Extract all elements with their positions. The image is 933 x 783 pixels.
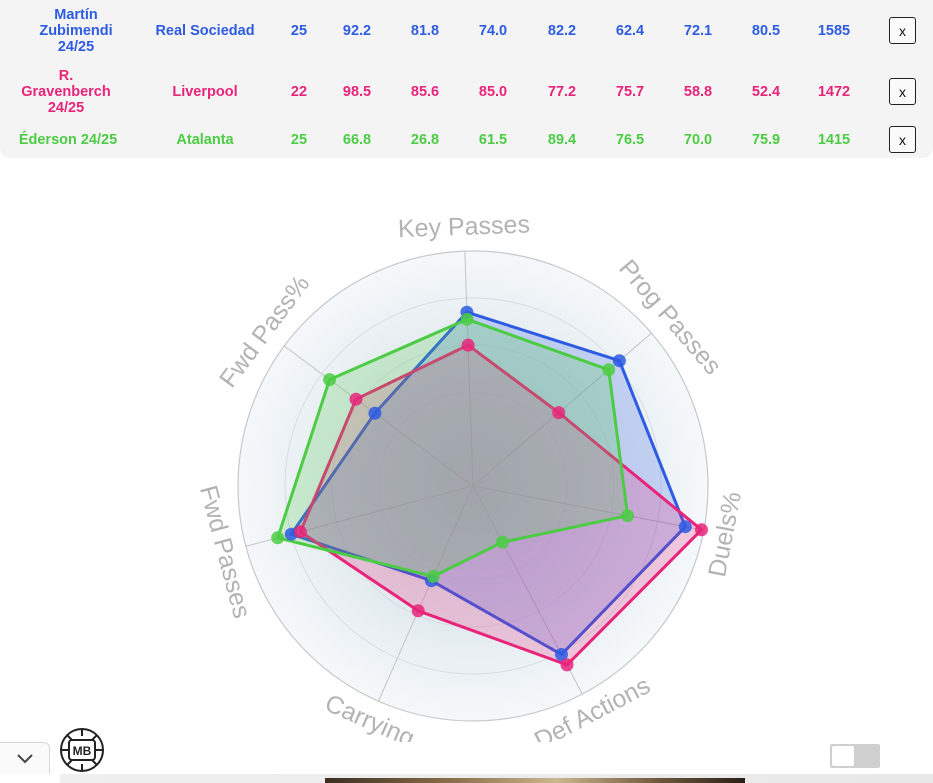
player-comparison-table: Martín Zubimendi 24/25 Real Sociedad 25 … [0, 0, 933, 158]
stat-7: 75.9 [751, 132, 781, 148]
player-total: 1415 [817, 132, 851, 148]
player-total: 1472 [817, 84, 851, 100]
stat-4: 89.4 [547, 132, 577, 148]
stat-7: 80.5 [751, 23, 781, 39]
player-team: Real Sociedad [155, 23, 255, 39]
collapse-toggle-button[interactable] [0, 742, 50, 774]
radar-point-s1-3[interactable] [678, 520, 692, 534]
player-name: Éderson 24/25 [18, 132, 118, 148]
footer-image-strip [60, 774, 933, 783]
radar-point-s3-5[interactable] [426, 569, 440, 583]
radar-series-3 [276, 317, 630, 578]
player-team: Liverpool [172, 84, 238, 100]
radar-point-s3-2[interactable] [602, 363, 616, 377]
stat-2: 26.8 [410, 132, 440, 148]
stat-2: 85.6 [410, 84, 440, 100]
remove-player-button[interactable]: x [889, 17, 916, 44]
radar-point-s2-7[interactable] [349, 392, 363, 406]
radar-point-s3-1[interactable] [460, 312, 474, 326]
radar-point-s1-4[interactable] [555, 648, 568, 661]
player-row-zubimendi: Martín Zubimendi 24/25 Real Sociedad 25 … [0, 4, 933, 58]
remove-player-button[interactable]: x [889, 78, 916, 105]
stat-3: 85.0 [478, 84, 508, 100]
footer-photo-strip [325, 778, 745, 783]
stat-5: 75.7 [615, 84, 645, 100]
radar-series-layer [276, 310, 703, 667]
logo-text: MB [73, 744, 92, 758]
player-name: R. Gravenberch 24/25 [21, 68, 111, 116]
radar-grid-ring [284, 297, 662, 675]
radar-point-s1-2[interactable] [612, 354, 626, 368]
mb-logo-icon: MB [60, 728, 104, 772]
radar-spoke [378, 485, 474, 702]
stat-6: 58.8 [683, 84, 713, 100]
theme-toggle-switch[interactable] [830, 744, 880, 768]
theme-toggle-knob [832, 746, 854, 766]
radar-point-s2-1[interactable] [461, 338, 475, 352]
stat-1: 66.8 [342, 132, 372, 148]
radar-point-s3-7[interactable] [323, 373, 337, 387]
radar-series-1 [289, 310, 687, 656]
player-total: 1585 [817, 23, 851, 39]
radar-series-2 [298, 343, 703, 667]
radar-grid-ring [378, 391, 568, 581]
radar-point-s1-7[interactable] [368, 406, 382, 420]
radar-point-s3-6[interactable] [271, 531, 285, 545]
player-age: 25 [290, 132, 308, 148]
stat-7: 52.4 [751, 84, 781, 100]
stat-5: 62.4 [615, 23, 645, 39]
bottom-bar: MB [0, 728, 933, 783]
radar-point-s3-3[interactable] [621, 509, 635, 523]
stat-6: 70.0 [683, 132, 713, 148]
radar-grid-ring [425, 438, 521, 534]
player-row-gravenberch: R. Gravenberch 24/25 Liverpool 22 98.5 8… [0, 65, 933, 119]
stat-5: 76.5 [615, 132, 645, 148]
stat-3: 74.0 [478, 23, 508, 39]
radar-spoke [472, 485, 704, 531]
stat-1: 98.5 [342, 84, 372, 100]
player-name: Martín Zubimendi 24/25 [39, 7, 113, 55]
player-team: Atalanta [176, 132, 234, 148]
radar-points-layer [271, 305, 708, 672]
player-row-ederson: Éderson 24/25 Atalanta 25 66.8 26.8 61.5… [0, 126, 933, 154]
radar-point-s3-4[interactable] [496, 535, 509, 549]
radar-point-s2-4[interactable] [560, 658, 574, 672]
radar-spoke [464, 251, 474, 487]
stat-2: 81.8 [410, 23, 440, 39]
radar-point-s2-5[interactable] [411, 604, 425, 618]
stat-4: 77.2 [547, 84, 577, 100]
player-age: 22 [290, 84, 308, 100]
radar-point-s2-6[interactable] [293, 525, 307, 539]
stat-6: 72.1 [683, 23, 713, 39]
remove-player-button[interactable]: x [889, 126, 916, 153]
axis-label-3: Duels% [703, 489, 747, 579]
chevron-down-icon [16, 753, 33, 763]
stat-1: 92.2 [342, 23, 372, 39]
axis-label-1: Key Passes [397, 211, 530, 244]
stat-4: 82.2 [547, 23, 577, 39]
radar-point-s2-2[interactable] [552, 406, 566, 420]
stat-3: 61.5 [478, 132, 508, 148]
player-age: 25 [290, 23, 308, 39]
radar-point-s2-3[interactable] [695, 523, 708, 537]
